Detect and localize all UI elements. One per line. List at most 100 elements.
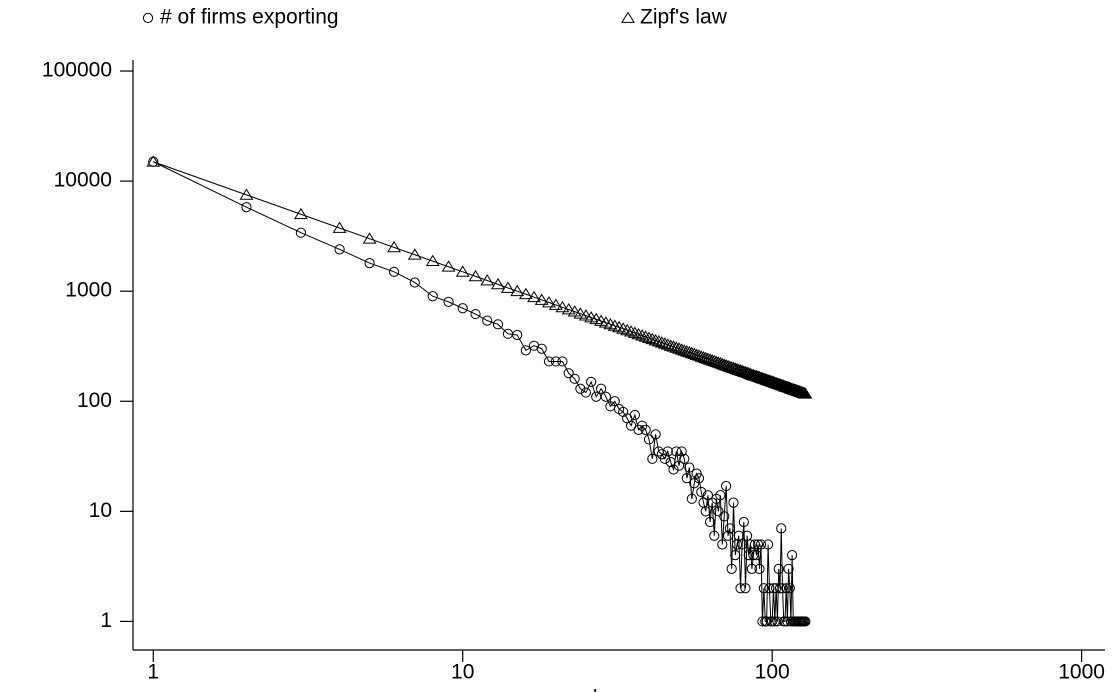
point bbox=[555, 300, 570, 313]
legend-marker bbox=[142, 12, 154, 24]
point bbox=[387, 240, 402, 253]
point bbox=[662, 446, 673, 457]
point bbox=[738, 516, 749, 528]
point bbox=[735, 583, 746, 594]
point bbox=[746, 563, 758, 575]
point bbox=[742, 530, 753, 541]
point bbox=[295, 227, 307, 238]
point bbox=[586, 376, 597, 387]
point bbox=[711, 356, 726, 368]
point bbox=[704, 516, 716, 528]
y-tick-label: 1 bbox=[100, 609, 112, 632]
point bbox=[724, 523, 735, 534]
point bbox=[640, 424, 651, 435]
point bbox=[730, 550, 741, 561]
point bbox=[542, 296, 556, 308]
point bbox=[752, 370, 767, 383]
point bbox=[650, 429, 661, 440]
point bbox=[776, 523, 787, 534]
legend-label: Zipf's law bbox=[640, 6, 728, 29]
point bbox=[764, 583, 775, 594]
point bbox=[798, 387, 813, 399]
point bbox=[362, 232, 377, 244]
point bbox=[657, 337, 672, 349]
point bbox=[757, 616, 768, 627]
point bbox=[665, 457, 676, 468]
point bbox=[648, 333, 663, 346]
point bbox=[470, 308, 481, 320]
point bbox=[567, 305, 582, 317]
point bbox=[443, 296, 454, 307]
point bbox=[715, 490, 726, 501]
point bbox=[427, 291, 438, 302]
point bbox=[616, 322, 631, 334]
y-tick-label: 100000 bbox=[42, 59, 112, 82]
point bbox=[624, 325, 639, 337]
point bbox=[407, 248, 422, 260]
point bbox=[717, 358, 732, 370]
point bbox=[492, 319, 504, 330]
legend-marker bbox=[621, 11, 635, 23]
point bbox=[520, 345, 531, 356]
point bbox=[694, 350, 709, 362]
point bbox=[491, 277, 505, 290]
point bbox=[743, 550, 754, 561]
point bbox=[754, 371, 768, 383]
point bbox=[709, 355, 724, 367]
point bbox=[603, 317, 618, 330]
point bbox=[388, 266, 400, 277]
point bbox=[480, 274, 495, 286]
point bbox=[698, 351, 713, 364]
point bbox=[777, 583, 788, 594]
point bbox=[773, 563, 784, 575]
point bbox=[722, 530, 734, 541]
point bbox=[696, 486, 707, 498]
point bbox=[569, 373, 580, 384]
point bbox=[709, 530, 720, 541]
point bbox=[749, 539, 761, 550]
point bbox=[512, 329, 523, 341]
legend-label: # of firms exporting bbox=[160, 6, 339, 29]
point bbox=[536, 343, 547, 354]
point bbox=[771, 583, 782, 594]
point bbox=[705, 354, 720, 366]
point bbox=[752, 539, 764, 550]
point bbox=[719, 511, 730, 522]
point bbox=[651, 335, 666, 347]
point bbox=[784, 583, 795, 594]
point bbox=[629, 409, 640, 421]
point bbox=[758, 372, 773, 385]
point bbox=[748, 550, 759, 561]
point bbox=[721, 480, 732, 492]
point bbox=[241, 202, 252, 213]
point bbox=[684, 462, 695, 473]
x-axis-label: rank bbox=[563, 687, 604, 692]
x-tick-label: 100 bbox=[755, 661, 790, 684]
point bbox=[740, 583, 751, 594]
point bbox=[783, 563, 794, 575]
point bbox=[671, 446, 682, 457]
point bbox=[673, 460, 685, 471]
point bbox=[787, 550, 798, 561]
point bbox=[756, 372, 771, 384]
point bbox=[575, 383, 586, 394]
point bbox=[772, 616, 783, 627]
point bbox=[700, 352, 715, 364]
point bbox=[573, 307, 588, 319]
point bbox=[711, 493, 722, 504]
point bbox=[686, 493, 697, 504]
x-tick-label: 1 bbox=[147, 661, 159, 684]
point bbox=[696, 351, 711, 363]
point bbox=[668, 464, 679, 475]
point bbox=[679, 453, 690, 464]
point bbox=[663, 339, 678, 351]
point bbox=[620, 323, 635, 336]
point bbox=[409, 277, 420, 288]
point bbox=[728, 497, 739, 508]
point bbox=[609, 396, 620, 407]
point bbox=[550, 356, 561, 367]
point bbox=[580, 387, 591, 398]
point bbox=[146, 155, 161, 167]
y-tick-label: 10000 bbox=[54, 169, 112, 192]
point bbox=[612, 320, 626, 333]
